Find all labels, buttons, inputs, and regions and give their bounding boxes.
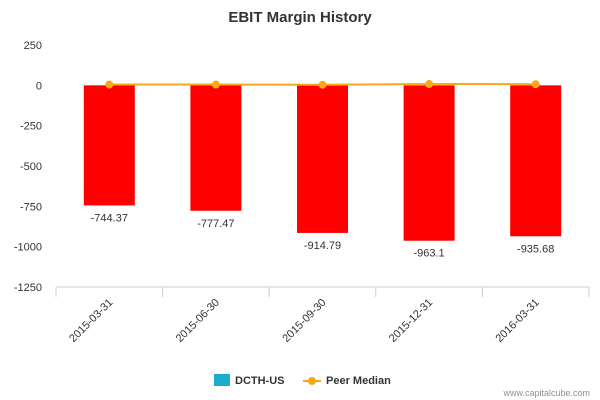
bar-2015-12-31[interactable]: [403, 85, 455, 241]
chart-title: EBIT Margin History: [228, 9, 372, 26]
legend-label-peer[interactable]: Peer Median: [326, 375, 391, 387]
bar-series: [83, 85, 562, 241]
data-labels: -744.37 -777.47 -914.79 -963.1 -935.68: [91, 212, 555, 259]
y-tick-label: 0: [36, 80, 42, 92]
y-tick-label: -1250: [14, 282, 42, 294]
y-tick-label: 250: [24, 40, 42, 52]
peer-median-point-2015-06-30[interactable]: [211, 80, 220, 89]
credit-text[interactable]: www.capitalcube.com: [502, 388, 590, 398]
legend-label-dcth[interactable]: DCTH-US: [235, 375, 285, 387]
y-tick-label: -1000: [14, 242, 42, 254]
x-axis: 2015-03-31 2015-06-30 2015-09-30 2015-12-31…: [55, 286, 590, 345]
y-axis: 250 0 -250 -500 -750 -1000 -1250: [14, 40, 42, 294]
x-tick-label: 2015-06-30: [174, 297, 222, 345]
x-tick-label: 2015-03-31: [67, 297, 115, 345]
data-label: -935.68: [517, 243, 554, 255]
y-tick-label: -250: [20, 121, 42, 133]
x-tick-label: 2015-12-31: [387, 297, 435, 345]
peer-median-point-2015-03-31[interactable]: [105, 80, 114, 89]
x-tick-label: 2016-03-31: [494, 297, 542, 345]
peer-median-point-2016-03-31[interactable]: [531, 80, 540, 89]
peer-median-point-2015-09-30[interactable]: [318, 80, 327, 89]
data-label: -744.37: [91, 212, 128, 224]
bar-2015-03-31[interactable]: [83, 85, 135, 206]
data-label: -777.47: [197, 218, 234, 230]
peer-median-series: [105, 80, 540, 89]
bar-2015-06-30[interactable]: [190, 85, 242, 211]
x-tick-label: 2015-09-30: [280, 297, 328, 345]
legend-marker-peer: [308, 377, 316, 385]
y-tick-label: -500: [20, 161, 42, 173]
data-label: -914.79: [304, 240, 341, 252]
legend: DCTH-US Peer Median: [214, 374, 391, 387]
bar-2016-03-31[interactable]: [510, 85, 562, 237]
legend-swatch-dcth: [214, 374, 230, 386]
peer-median-point-2015-12-31[interactable]: [425, 80, 434, 89]
data-label: -963.1: [413, 248, 444, 260]
y-tick-label: -750: [20, 201, 42, 213]
bar-2015-09-30[interactable]: [297, 85, 348, 233]
